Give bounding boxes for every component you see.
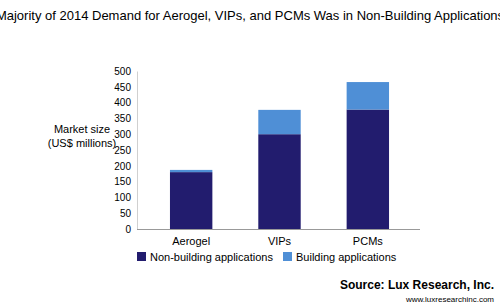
legend: Non-building applications Building applic… (137, 251, 397, 263)
y-tick-label: 100 (114, 192, 131, 203)
y-tick: 300 (114, 129, 137, 140)
y-tick-label: 400 (114, 97, 131, 108)
bar-segment (170, 172, 212, 229)
bars (170, 82, 389, 229)
y-tick: 250 (114, 145, 137, 156)
y-tick: 50 (120, 208, 137, 219)
y-axis-title-line: (US$ millions) (48, 137, 116, 149)
y-tick: 450 (114, 82, 137, 93)
y-axis-title-line: Market size (54, 123, 110, 135)
y-tick: 100 (114, 192, 137, 203)
x-tick-label: VIPs (268, 235, 292, 247)
y-tick-label: 200 (114, 161, 131, 172)
y-tick: 150 (114, 176, 137, 187)
source: Source: Lux Research, Inc. www.luxresearc… (340, 278, 494, 304)
legend-label: Non-building applications (150, 251, 273, 263)
source-text: Source: Lux Research, Inc. (340, 278, 494, 292)
y-axis-line (137, 72, 138, 230)
bar-segment (258, 134, 300, 229)
y-tick-label: 0 (125, 224, 131, 235)
y-tick-label: 50 (120, 208, 132, 219)
x-tick-label: PCMs (353, 235, 383, 247)
bar-segment (347, 82, 389, 109)
y-tick: 0 (125, 224, 137, 235)
y-axis-title: Market size (US$ millions) (48, 123, 116, 149)
x-tick: PCMs (353, 229, 383, 247)
y-tick-label: 150 (114, 176, 131, 187)
y-tick: 400 (114, 97, 137, 108)
legend-label: Building applications (296, 251, 397, 263)
legend-swatch (283, 252, 292, 261)
bar-segment (258, 110, 300, 134)
bar-segment (170, 170, 212, 172)
y-tick: 200 (114, 161, 137, 172)
x-tick: Aerogel (172, 229, 210, 247)
x-tick: VIPs (268, 229, 292, 247)
baseline (137, 229, 420, 230)
chart: Majority of 2014 Demand for Aerogel, VIP… (0, 0, 500, 307)
bar-segment (347, 110, 389, 229)
y-tick-label: 350 (114, 113, 131, 124)
y-tick: 350 (114, 113, 137, 124)
x-tick-label: Aerogel (172, 235, 210, 247)
y-axis: 0 50 100 150 200 250 300 350 400 450 500 (114, 66, 137, 235)
y-tick-label: 450 (114, 82, 131, 93)
y-tick-label: 500 (114, 66, 131, 77)
y-tick-label: 300 (114, 129, 131, 140)
source-text: www.luxresearchinc.com (405, 295, 494, 304)
title: Majority of 2014 Demand for Aerogel, VIP… (0, 8, 500, 23)
y-tick: 500 (114, 66, 137, 77)
y-tick-label: 250 (114, 145, 131, 156)
legend-swatch (137, 252, 146, 261)
x-axis: Aerogel VIPs PCMs (148, 229, 413, 247)
